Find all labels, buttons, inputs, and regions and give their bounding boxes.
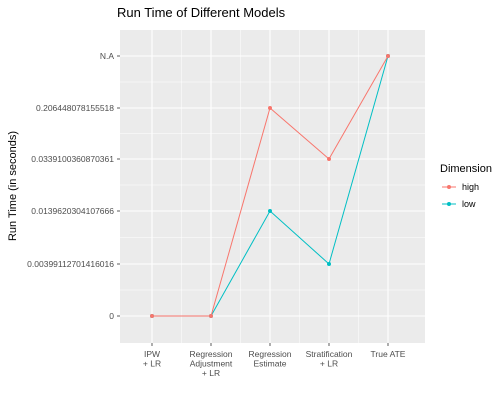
panel-background <box>120 30 425 343</box>
x-tick-label: + LR <box>143 359 161 369</box>
y-tick-label: 0 <box>109 311 114 321</box>
x-tick-label: True ATE <box>371 349 406 359</box>
y-tick-label: 0.00399112701416016 <box>27 259 114 269</box>
x-tick-label: + LR <box>320 359 338 369</box>
x-tick-label: Adjustment <box>190 359 233 369</box>
data-point-low <box>268 209 272 213</box>
x-tick-label: Estimate <box>253 359 286 369</box>
y-axis-label: Run Time (in seconds) <box>7 131 19 241</box>
x-tick-label: Regression <box>249 349 292 359</box>
chart-title: Run Time of Different Models <box>117 5 286 20</box>
data-point-low <box>327 262 331 266</box>
data-point-high <box>386 54 390 58</box>
data-point-high <box>268 106 272 110</box>
x-tick-label: IPW <box>144 349 160 359</box>
y-tick-label: 0.0339100360870361 <box>31 154 114 164</box>
legend-label-low: low <box>462 199 476 209</box>
data-point-high <box>327 157 331 161</box>
legend: Dimension high low <box>440 163 492 209</box>
y-tick-label: 0.206448078155518 <box>36 103 114 113</box>
legend-key-point <box>447 202 451 206</box>
x-tick-label: Regression <box>190 349 233 359</box>
data-point-high <box>150 314 154 318</box>
x-tick-label: + LR <box>202 368 220 378</box>
plot-area: 0 0.00399112701416016 0.0139620304107666 0.… <box>27 30 425 378</box>
legend-title: Dimension <box>440 163 492 175</box>
x-tick-label: Stratification <box>306 349 353 359</box>
y-tick-label: N.A <box>100 51 115 61</box>
y-tick-label: 0.0139620304107666 <box>31 206 114 216</box>
legend-key-point <box>447 185 451 189</box>
legend-label-high: high <box>462 182 479 192</box>
data-point-high <box>209 314 213 318</box>
